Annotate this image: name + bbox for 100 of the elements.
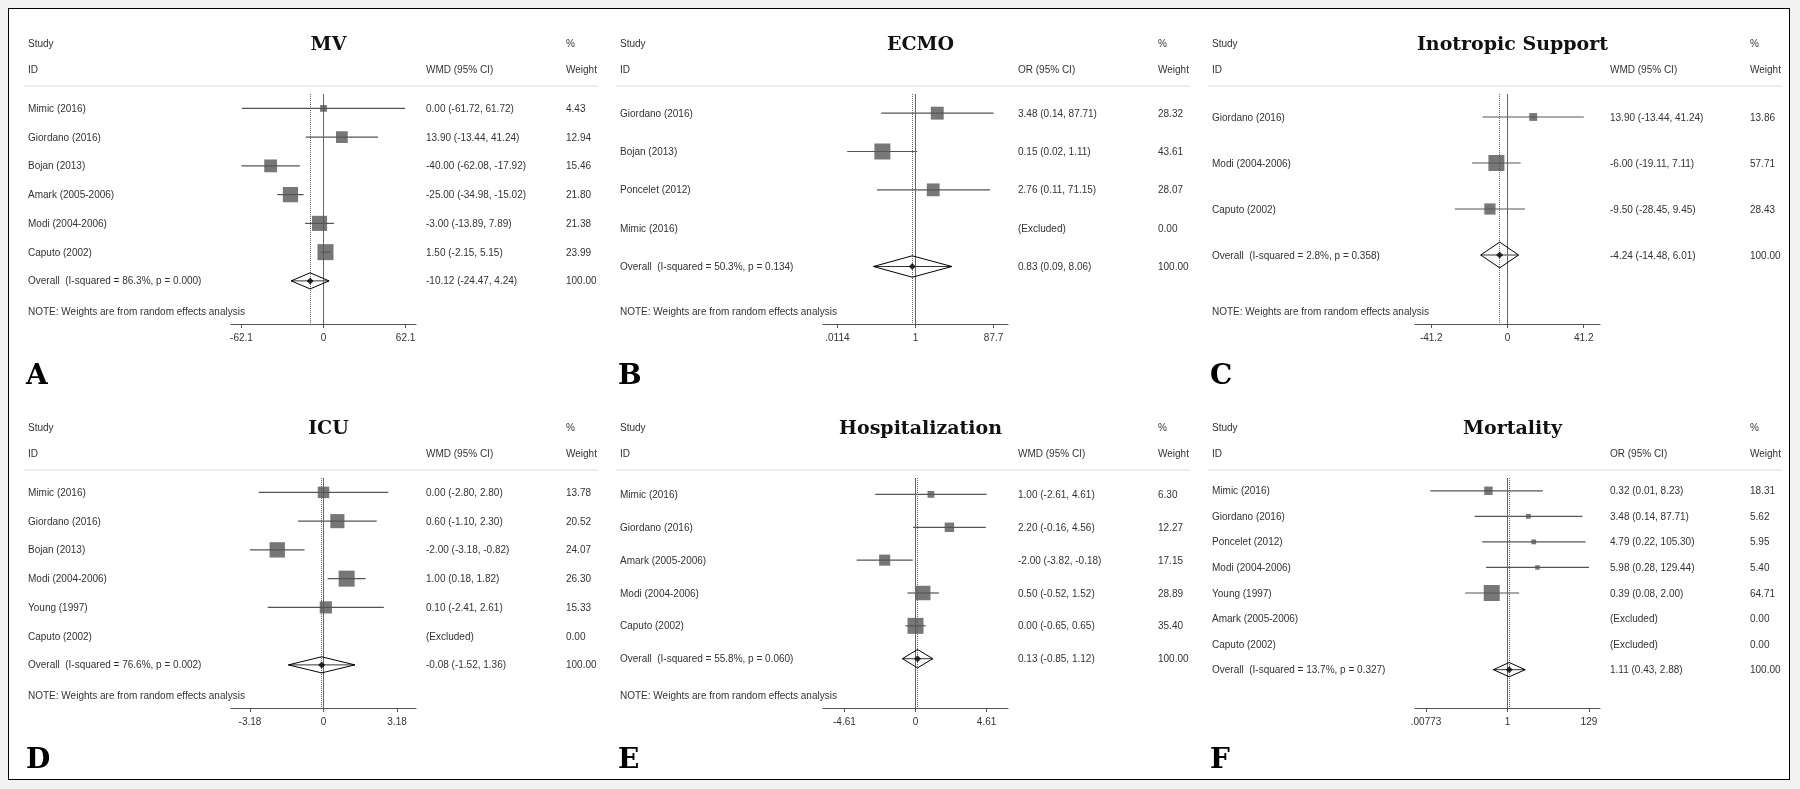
y-tick-label: Young (1997) xyxy=(1212,587,1272,599)
text: -4.24 (-14.48, 6.01) xyxy=(1610,249,1696,261)
text: 28.89 xyxy=(1158,587,1184,599)
text: 6.30 xyxy=(1158,488,1178,500)
x-tick-label: 0 xyxy=(320,331,327,343)
text: Weight xyxy=(1158,447,1190,459)
text: 13.78 xyxy=(566,486,592,498)
x-tick-label: 1 xyxy=(912,331,919,343)
text: 0.32 (0.01, 8.23) xyxy=(1610,485,1684,497)
text: % xyxy=(1158,37,1167,49)
text: -25.00 (-34.98, -15.02) xyxy=(426,189,527,201)
y-tick-label: Caputo (2002) xyxy=(28,630,92,642)
text: 12.27 xyxy=(1158,521,1184,533)
text: Study xyxy=(1212,37,1238,49)
y-tick-label: Amark (2005-2006) xyxy=(28,189,115,201)
x-tick-label: 87.7 xyxy=(983,331,1004,343)
point xyxy=(317,244,334,261)
point xyxy=(269,542,285,558)
y-tick-label: Giordano (2016) xyxy=(28,515,101,527)
text: 17.15 xyxy=(1158,554,1184,566)
y-tick-label: Overall (I-squared = 55.8%, p = 0.060) xyxy=(620,653,794,665)
y-tick-label: Overall (I-squared = 86.3%, p = 0.000) xyxy=(28,275,202,287)
y-tick-label: Young (1997) xyxy=(28,601,88,613)
text: 5.95 xyxy=(1750,536,1770,548)
x-tick-label: 3.18 xyxy=(387,715,408,727)
text: 0.13 (-0.85, 1.12) xyxy=(1018,653,1095,665)
x-tick-label: 4.61 xyxy=(976,715,997,727)
text: -3.00 (-13.89, 7.89) xyxy=(426,217,512,229)
text: 100.00 xyxy=(1750,249,1782,261)
x-tick-label: 41.2 xyxy=(1573,331,1594,343)
y-tick-label: Overall (I-squared = 50.3%, p = 0.134) xyxy=(620,261,794,272)
text: 0.00 xyxy=(1750,613,1770,625)
text: 2.76 (0.11, 71.15) xyxy=(1018,184,1097,196)
text: 43.61 xyxy=(1158,146,1184,157)
text: 4.79 (0.22, 105.30) xyxy=(1610,536,1695,548)
annotation: NOTE: Weights are from random effects analysis xyxy=(620,305,837,317)
annotation: NOTE: Weights are from random effects analysis xyxy=(28,305,245,317)
y-tick-label: Modi (2004-2006) xyxy=(28,573,107,585)
y-tick-label: Bojan (2013) xyxy=(28,544,86,556)
text: 0.00 xyxy=(566,630,586,642)
text: WMD (95% CI) xyxy=(1018,447,1086,459)
x-tick-label: 129 xyxy=(1580,715,1598,727)
y-tick-label: Mimic (2016) xyxy=(28,486,86,498)
y-tick-label: Caputo (2002) xyxy=(28,246,92,258)
text: 12.94 xyxy=(566,131,592,143)
point xyxy=(338,570,355,587)
text: ID xyxy=(620,447,630,459)
text: 0.00 (-2.80, 2.80) xyxy=(426,486,503,498)
text: Study xyxy=(620,37,646,49)
text: D xyxy=(26,741,51,775)
text: -40.00 (-62.08, -17.92) xyxy=(426,160,527,172)
y-tick-label: Modi (2004-2006) xyxy=(1212,561,1291,573)
text: 26.30 xyxy=(566,573,592,585)
text: E xyxy=(618,741,640,775)
text: WMD (95% CI) xyxy=(1610,63,1678,75)
annotation: NOTE: Weights are from random effects analysis xyxy=(620,689,837,701)
text: 4.43 xyxy=(566,102,586,114)
text: % xyxy=(1750,37,1759,49)
chart-title: Hospitalization xyxy=(839,415,1003,438)
text: 28.32 xyxy=(1158,107,1184,119)
point xyxy=(319,601,332,614)
y-tick-label: Modi (2004-2006) xyxy=(620,587,699,599)
text: 13.90 (-13.44, 41.24) xyxy=(1610,111,1704,123)
x-tick-label: .00773 xyxy=(1410,715,1442,727)
text: 64.71 xyxy=(1750,587,1776,599)
point xyxy=(311,215,328,231)
y-tick-label: Overall (I-squared = 2.8%, p = 0.358) xyxy=(1212,249,1380,261)
text: (Excluded) xyxy=(426,630,474,642)
point xyxy=(944,522,955,533)
y-tick-label: Poncelet (2012) xyxy=(620,184,691,196)
y-tick-label: Giordano (2016) xyxy=(1212,111,1285,123)
text: ID xyxy=(28,447,38,459)
text: 21.80 xyxy=(566,189,592,201)
text: 0.39 (0.08, 2.00) xyxy=(1610,587,1684,599)
text: 2.20 (-0.16, 4.56) xyxy=(1018,521,1095,533)
text: OR (95% CI) xyxy=(1018,63,1076,75)
x-tick-label: 62.1 xyxy=(395,331,416,343)
point xyxy=(317,486,330,499)
y-tick-label: Overall (I-squared = 13.7%, p = 0.327) xyxy=(1212,664,1386,676)
y-tick-label: Modi (2004-2006) xyxy=(28,217,107,229)
text: % xyxy=(1750,421,1759,433)
y-tick-label: Amark (2005-2006) xyxy=(620,554,707,566)
text: 15.46 xyxy=(566,160,592,172)
text: Weight xyxy=(1750,447,1782,459)
x-tick-label: 1 xyxy=(1504,715,1511,727)
text: 18.31 xyxy=(1750,485,1776,497)
text: (Excluded) xyxy=(1610,613,1658,625)
x-tick-label: 0 xyxy=(320,715,327,727)
text: 35.40 xyxy=(1158,620,1184,632)
text: Study xyxy=(1212,421,1238,433)
x-tick-label: 0 xyxy=(1504,331,1511,343)
chart-title: Inotropic Support xyxy=(1416,31,1609,54)
text: ID xyxy=(28,63,38,75)
text: ID xyxy=(620,63,630,75)
text: -2.00 (-3.82, -0.18) xyxy=(1018,554,1102,566)
text: % xyxy=(566,421,575,433)
y-tick-label: Giordano (2016) xyxy=(1212,510,1285,522)
text: 28.43 xyxy=(1750,203,1776,215)
text: 57.71 xyxy=(1750,157,1776,169)
annotation: NOTE: Weights are from random effects analysis xyxy=(28,689,245,701)
